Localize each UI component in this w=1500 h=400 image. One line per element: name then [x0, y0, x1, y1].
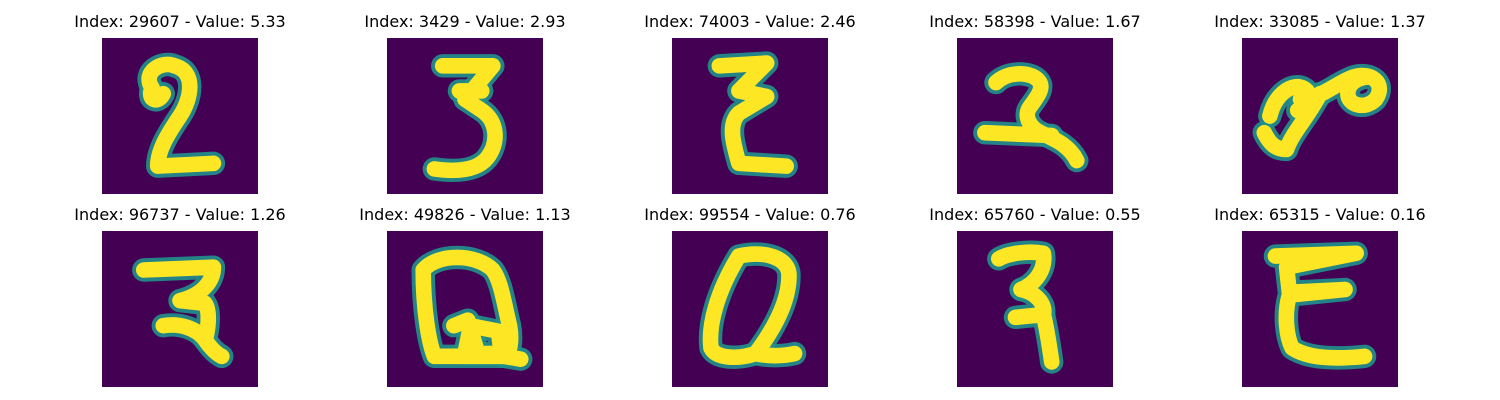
sample-panel-9: Index: 65760 - Value: 0.55	[915, 205, 1155, 395]
sample-panel-5: Index: 33085 - Value: 1.37	[1200, 12, 1440, 202]
sample-title: Index: 3429 - Value: 2.93	[364, 12, 566, 31]
sample-title: Index: 99554 - Value: 0.76	[644, 205, 856, 224]
sample-title: Index: 49826 - Value: 1.13	[359, 205, 571, 224]
sigma-like-icon	[672, 38, 828, 194]
sample-title: Index: 65760 - Value: 0.55	[929, 205, 1141, 224]
hooked-three-icon	[102, 231, 258, 387]
digit-three-icon	[387, 38, 543, 194]
sample-panel-4: Index: 58398 - Value: 1.67	[915, 12, 1155, 202]
sample-title: Index: 65315 - Value: 0.16	[1214, 205, 1426, 224]
sample-panel-7: Index: 49826 - Value: 1.13	[345, 205, 585, 395]
sample-panel-2: Index: 3429 - Value: 2.93	[345, 12, 585, 202]
epsilon-icon	[1242, 231, 1398, 387]
sample-panel-3: Index: 74003 - Value: 2.46	[630, 12, 870, 202]
digit-two-looped-icon	[957, 38, 1113, 194]
loop-scribble-icon	[1242, 38, 1398, 194]
sample-title: Index: 33085 - Value: 1.37	[1214, 12, 1426, 31]
sample-title: Index: 29607 - Value: 5.33	[74, 12, 286, 31]
sample-title: Index: 96737 - Value: 1.26	[74, 205, 286, 224]
sample-panel-8: Index: 99554 - Value: 0.76	[630, 205, 870, 395]
sample-title: Index: 74003 - Value: 2.46	[644, 12, 856, 31]
sample-title: Index: 58398 - Value: 1.67	[929, 12, 1141, 31]
digit-two-icon	[102, 38, 258, 194]
sample-panel-10: Index: 65315 - Value: 0.16	[1200, 205, 1440, 395]
slanted-q-icon	[672, 231, 828, 387]
sample-panel-1: Index: 29607 - Value: 5.33	[60, 12, 300, 202]
open-three-icon	[957, 231, 1113, 387]
sample-panel-6: Index: 96737 - Value: 1.26	[60, 205, 300, 395]
letter-q-icon	[387, 231, 543, 387]
